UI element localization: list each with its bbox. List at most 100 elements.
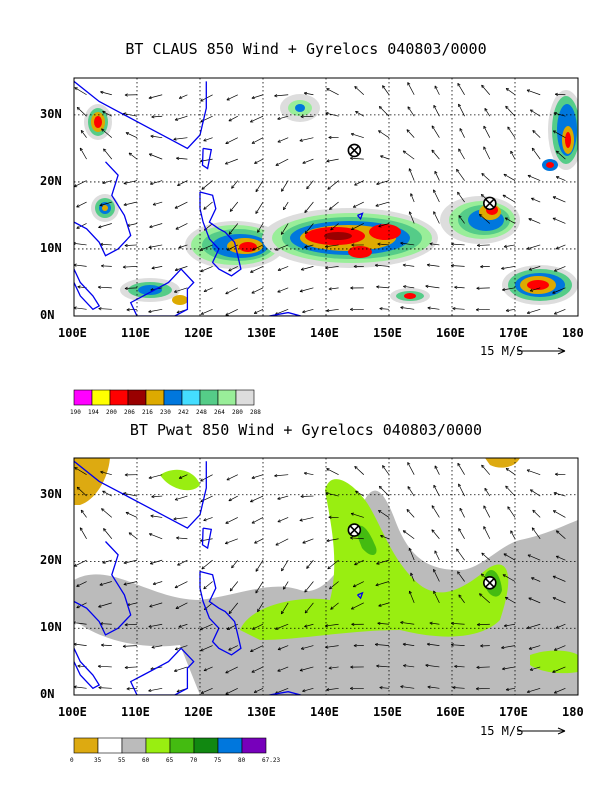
colorbar-label: 67.23 <box>262 757 281 764</box>
pwat-coastlines <box>74 460 364 695</box>
colorbar-swatch <box>91 389 111 406</box>
claus-scale-label: 15 M/S <box>480 344 524 358</box>
pwat-scale-label: 15 M/S <box>480 724 524 738</box>
claus-map-panel <box>73 77 579 355</box>
y-tick-label: 20N <box>40 553 62 568</box>
y-tick-label: 10N <box>40 620 62 635</box>
claus-wind-vectors <box>74 82 566 316</box>
pwat-region-35-northeast <box>485 458 520 468</box>
colorbar-swatch <box>199 389 219 406</box>
colorbar-swatch <box>145 389 165 406</box>
colorbar-label: 190 <box>70 409 81 416</box>
x-tick-label: 170E <box>499 705 528 719</box>
panel-title-pwat: BT Pwat 850 Wind + Gyrelocs 040803/0000 <box>129 421 483 439</box>
y-tick-label: 30N <box>40 486 62 501</box>
y-tick-label: 20N <box>40 173 62 188</box>
x-tick-label: 150E <box>373 326 402 340</box>
cloud-cluster-indochina <box>91 194 119 222</box>
gyre-marker <box>347 143 362 158</box>
colorbar-label: 70 <box>190 757 198 764</box>
y-tick-label: 0N <box>40 687 55 701</box>
colorbar-label: 75 <box>214 757 222 764</box>
x-tick-label: 160E <box>436 705 465 719</box>
claus-frame <box>73 77 579 317</box>
colorbar-swatch <box>193 737 219 754</box>
pwat-region-55 <box>74 490 578 695</box>
cloud-cluster-southeast <box>502 265 578 305</box>
x-tick-label: 180 <box>562 326 584 340</box>
pwat-field <box>74 458 578 695</box>
x-tick-label: 150E <box>373 705 402 719</box>
pwat-frame <box>73 457 579 696</box>
colorbar-label: 194 <box>88 409 99 416</box>
pwat-region-60-southeast <box>530 650 578 674</box>
pwat-map-panel <box>73 457 579 735</box>
pwat-gyre-markers <box>347 523 497 590</box>
colorbar-swatch <box>73 389 93 406</box>
y-tick-label: 0N <box>40 308 55 322</box>
pwat-region-low-west <box>74 620 200 695</box>
colorbar-label: 288 <box>250 409 261 416</box>
colorbar-label: 65 <box>166 757 174 764</box>
cloud-cluster-china <box>84 104 112 140</box>
colorbar-swatch <box>121 737 147 754</box>
colorbar-swatch <box>217 389 237 406</box>
colorbar-label: 264 <box>214 409 225 416</box>
panel-title-claus: BT CLAUS 850 Wind + Gyrelocs 040803/0000 <box>125 40 487 58</box>
colorbar-label: 280 <box>232 409 243 416</box>
claus-grid <box>74 78 578 316</box>
x-tick-label: 170E <box>499 326 528 340</box>
claus-cloud-field <box>84 90 578 305</box>
colorbar-swatch <box>217 737 243 754</box>
y-tick-label: 30N <box>40 106 62 121</box>
pwat-grid <box>74 458 578 695</box>
x-tick-label: 130E <box>247 326 276 340</box>
gyre-marker <box>347 523 362 537</box>
colorbar-label: 60 <box>142 757 150 764</box>
colorbar-label: 206 <box>124 409 135 416</box>
colorbar-swatch <box>145 737 171 754</box>
x-tick-label: 130E <box>247 705 276 719</box>
colorbar-label: 200 <box>106 409 117 416</box>
colorbar-label: 0 <box>70 757 74 764</box>
claus-scale-arrow <box>517 347 566 355</box>
x-tick-label: 160E <box>436 326 465 340</box>
colorbar-label: 80 <box>238 757 246 764</box>
colorbar-swatch <box>169 737 195 754</box>
colorbar-swatch <box>241 737 267 754</box>
gyre-marker <box>482 576 497 590</box>
x-tick-label: 120E <box>184 705 213 719</box>
cloud-cluster-northeast <box>542 90 578 171</box>
colorbar-label: 248 <box>196 409 207 416</box>
colorbar-label: 242 <box>178 409 189 416</box>
x-tick-label: 140E <box>310 705 339 719</box>
colorbar-swatch <box>181 389 201 406</box>
colorbar-swatch <box>235 389 255 406</box>
colorbar-label: 55 <box>118 757 126 764</box>
colorbar-label: 230 <box>160 409 171 416</box>
pwat-scale-arrow <box>517 727 566 735</box>
cloud-cluster-central <box>262 208 438 268</box>
x-tick-label: 100E <box>58 705 87 719</box>
pwat-region-60-china <box>160 469 200 491</box>
colorbar-swatch <box>109 389 129 406</box>
claus-gyre-markers <box>347 143 497 211</box>
x-tick-label: 120E <box>184 326 213 340</box>
colorbar-swatch <box>97 737 123 754</box>
gyre-marker <box>482 196 497 211</box>
pwat-region-60 <box>240 479 509 640</box>
colorbar-label: 35 <box>94 757 102 764</box>
claus-coastlines <box>74 80 364 316</box>
x-tick-label: 110E <box>121 705 150 719</box>
colorbar-label: 216 <box>142 409 153 416</box>
pwat-colorbar <box>73 737 267 754</box>
colorbar-swatch <box>163 389 183 406</box>
colorbar-swatch <box>127 389 147 406</box>
x-tick-label: 180 <box>562 705 584 719</box>
x-tick-label: 100E <box>58 326 87 340</box>
x-tick-label: 140E <box>310 326 339 340</box>
x-tick-label: 110E <box>121 326 150 340</box>
claus-colorbar <box>73 389 255 406</box>
cloud-scatter-south <box>120 94 430 305</box>
